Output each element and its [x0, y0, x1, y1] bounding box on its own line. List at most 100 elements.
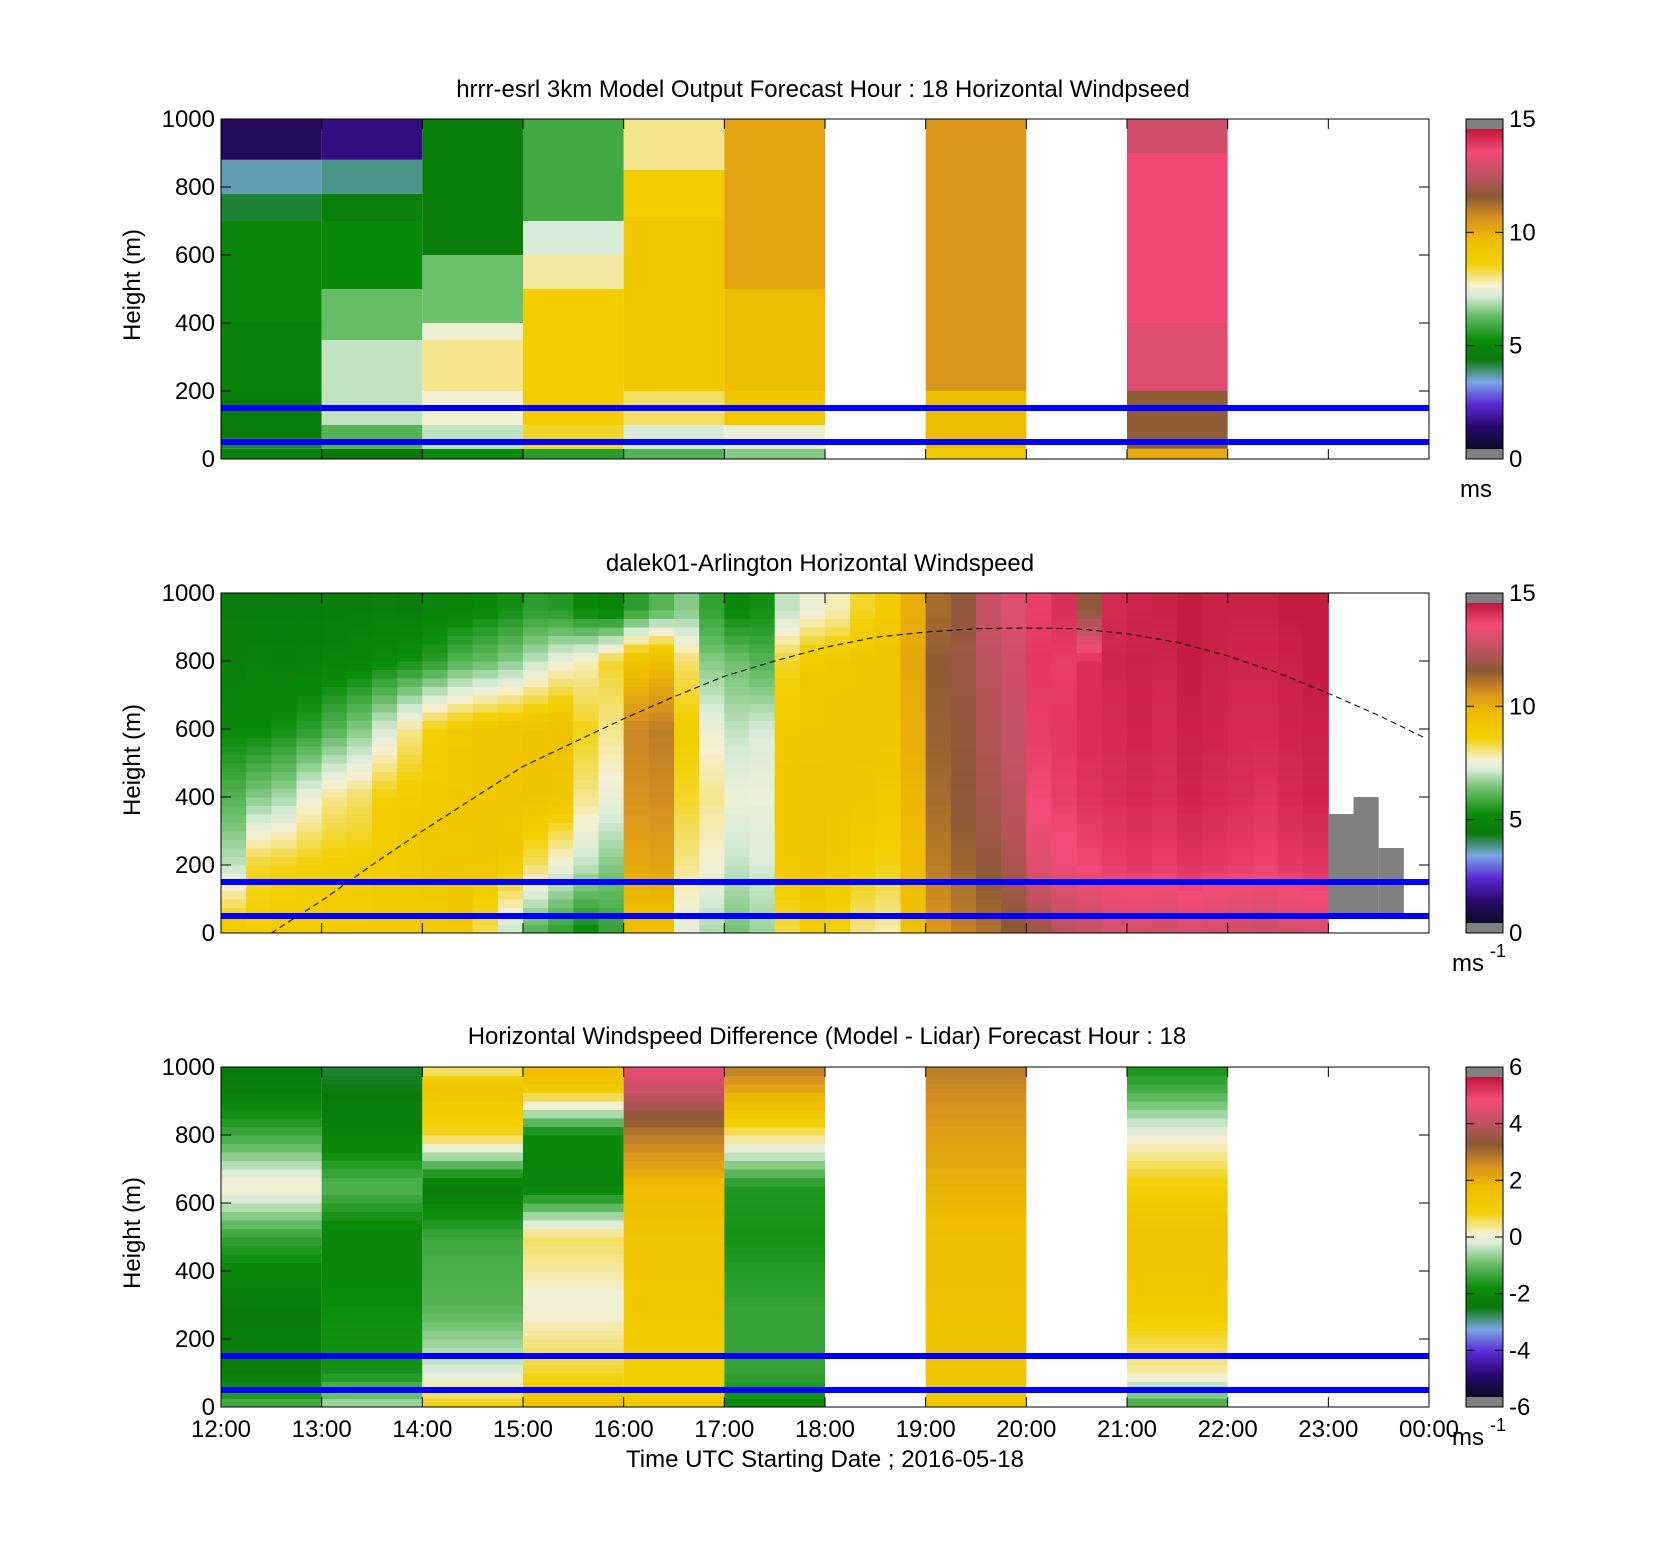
- heatmap-cell: [221, 856, 247, 866]
- heatmap-cell: [1152, 856, 1178, 866]
- heatmap-cell: [1127, 1245, 1228, 1255]
- heatmap-cell: [1278, 899, 1304, 908]
- heatmap-cell: [1202, 924, 1229, 934]
- heatmap-cell: [799, 644, 826, 653]
- heatmap-cell: [875, 899, 901, 908]
- heatmap-cell: [648, 618, 675, 628]
- heatmap-cell: [321, 1254, 423, 1263]
- heatmap-cell: [900, 763, 927, 772]
- heatmap-cell: [221, 193, 322, 221]
- heatmap-cell: [523, 1135, 624, 1144]
- heatmap-cell: [1101, 669, 1128, 679]
- heatmap-cell: [774, 661, 801, 670]
- heatmap-cell: [1303, 788, 1329, 798]
- heatmap-cell: [573, 797, 599, 806]
- heatmap-cell: [346, 618, 373, 628]
- heatmap-cell: [422, 635, 448, 645]
- heatmap-cell: [296, 635, 323, 645]
- colorbar-unit-label: ms: [1452, 1424, 1484, 1451]
- heatmap-cell: [1303, 890, 1329, 900]
- heatmap-cell: [1252, 695, 1279, 704]
- heatmap-cell: [1177, 695, 1203, 704]
- heatmap-cell: [749, 822, 776, 832]
- heatmap-cell: [1001, 839, 1027, 849]
- heatmap-cell: [598, 712, 625, 721]
- heatmap-cell: [447, 610, 474, 619]
- heatmap-cell: [648, 822, 675, 832]
- heatmap-cell: [850, 601, 876, 611]
- heatmap-cell: [523, 669, 549, 679]
- heatmap-cell: [598, 669, 625, 679]
- heatmap-cell: [1001, 856, 1027, 866]
- heatmap-cell: [1127, 1254, 1228, 1263]
- heatmap-cell: [1278, 601, 1304, 611]
- heatmap-cell: [246, 848, 272, 857]
- heatmap-cell: [950, 873, 977, 883]
- heatmap-cell: [1127, 729, 1153, 738]
- heatmap-cell: [925, 610, 952, 619]
- heatmap-cell: [321, 805, 348, 815]
- heatmap-cell: [598, 797, 625, 806]
- heatmap-cell: [749, 771, 776, 781]
- heatmap-cell: [1127, 916, 1153, 925]
- heatmap-cell: [674, 882, 700, 891]
- heatmap-cell: [875, 720, 901, 730]
- heatmap-cell: [221, 221, 322, 323]
- heatmap-cell: [221, 1203, 322, 1212]
- heatmap-cell: [346, 635, 373, 645]
- heatmap-cell: [699, 635, 725, 645]
- heatmap-cell: [699, 678, 725, 687]
- heatmap-cell: [724, 635, 750, 645]
- heatmap-cell: [648, 797, 675, 806]
- heatmap-cell: [296, 601, 323, 611]
- heatmap-cell: [749, 695, 776, 704]
- heatmap-cell: [397, 882, 423, 891]
- heatmap-cell: [1127, 1067, 1228, 1076]
- heatmap-cell: [573, 669, 599, 679]
- heatmap-cell: [1127, 635, 1153, 645]
- heatmap-cell: [900, 873, 927, 883]
- heatmap-cell: [523, 1067, 624, 1076]
- heatmap-cell: [875, 890, 901, 900]
- heatmap-cell: [321, 924, 348, 934]
- heatmap-cell: [346, 763, 373, 772]
- heatmap-cell: [598, 856, 625, 866]
- heatmap-cell: [422, 899, 448, 908]
- heatmap-cell: [1127, 746, 1153, 755]
- heatmap-cell: [221, 1101, 322, 1110]
- heatmap-cell: [950, 754, 977, 764]
- y-axis-label: Height (m): [119, 704, 146, 816]
- heatmap-cell: [850, 865, 876, 874]
- heatmap-cell: [1152, 822, 1178, 832]
- y-tick-label: 400: [175, 784, 215, 811]
- heatmap-cell: [875, 703, 901, 713]
- reference-lines: [221, 405, 1429, 445]
- heatmap-cell: [1076, 644, 1103, 653]
- heatmap-cell: [221, 1356, 322, 1365]
- heatmap-cell: [1127, 873, 1153, 883]
- heatmap-cell: [674, 754, 700, 764]
- heatmap-cell: [523, 882, 549, 891]
- heatmap-cell: [472, 644, 499, 653]
- heatmap-cell: [1127, 1186, 1228, 1195]
- heatmap-cell: [950, 678, 977, 687]
- heatmap-cell: [925, 1220, 1027, 1229]
- heatmap-cell: [724, 831, 750, 840]
- heatmap-cell: [724, 865, 750, 874]
- heatmap-cell: [976, 763, 1002, 772]
- heatmap-cell: [598, 890, 625, 900]
- heatmap-cell: [346, 797, 373, 806]
- heatmap-cell: [296, 865, 323, 874]
- heatmap-cell: [1227, 805, 1254, 815]
- heatmap-cell: [422, 1067, 523, 1076]
- heatmap-cell: [1152, 618, 1178, 628]
- heatmap-cell: [799, 729, 826, 738]
- heatmap-cell: [749, 848, 776, 857]
- heatmap-cell: [598, 771, 625, 781]
- heatmap-cell: [321, 1177, 423, 1187]
- heatmap-cell: [1177, 856, 1203, 866]
- heatmap-cell: [447, 627, 474, 636]
- heatmap-cell: [925, 1126, 1027, 1136]
- heatmap-cell: [296, 610, 323, 619]
